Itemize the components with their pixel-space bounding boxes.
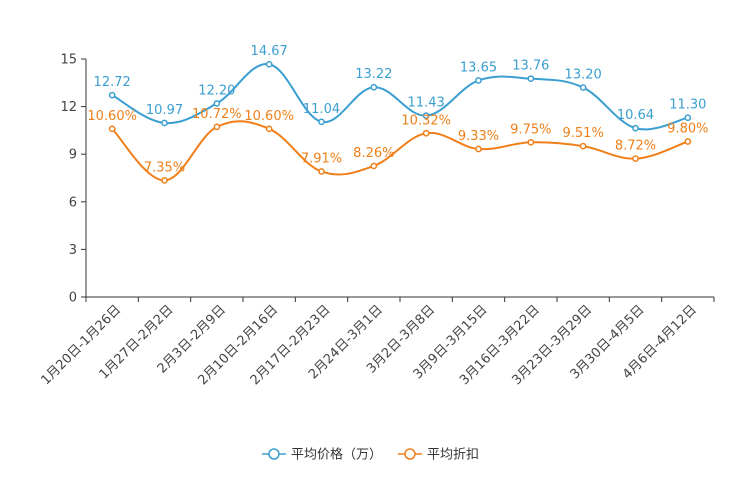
data-point bbox=[370, 162, 378, 170]
data-label: 13.22 bbox=[355, 67, 392, 82]
data-label: 10.64 bbox=[617, 108, 654, 123]
data-point bbox=[684, 114, 692, 122]
data-label: 8.26% bbox=[353, 146, 394, 161]
data-point bbox=[213, 123, 221, 131]
legend-label: 平均价格（万） bbox=[291, 447, 382, 463]
data-point bbox=[213, 100, 221, 107]
data-point bbox=[632, 124, 639, 132]
data-label: 12.72 bbox=[94, 75, 131, 90]
data-point bbox=[475, 77, 482, 84]
data-label: 9.33% bbox=[458, 129, 499, 144]
legend-item-1[interactable]: 平均折扣 bbox=[398, 448, 479, 463]
data-label: 9.80% bbox=[667, 122, 708, 137]
data-label: 9.75% bbox=[510, 122, 551, 137]
data-point bbox=[422, 129, 430, 137]
data-point bbox=[579, 142, 587, 150]
data-label: 9.51% bbox=[563, 126, 604, 141]
y-tick-label: 6 bbox=[69, 195, 77, 210]
data-point bbox=[527, 138, 535, 146]
data-label: 8.72% bbox=[615, 139, 656, 154]
data-point bbox=[265, 60, 273, 68]
data-label: 7.35% bbox=[144, 160, 185, 175]
data-label: 11.43 bbox=[408, 96, 445, 111]
y-tick-label: 9 bbox=[69, 148, 77, 163]
data-point bbox=[318, 118, 325, 126]
y-tick-label: 0 bbox=[69, 291, 77, 306]
data-point bbox=[422, 112, 430, 119]
data-point bbox=[318, 168, 325, 175]
data-label: 10.72% bbox=[192, 107, 242, 122]
data-label: 13.76 bbox=[512, 59, 549, 74]
data-point bbox=[161, 119, 168, 127]
data-point bbox=[684, 138, 692, 145]
legend-marker-icon bbox=[404, 448, 416, 460]
legend-item-0[interactable]: 平均价格（万） bbox=[262, 447, 382, 463]
data-label: 10.32% bbox=[401, 113, 451, 128]
data-label: 7.91% bbox=[301, 151, 342, 166]
data-label: 10.60% bbox=[244, 109, 294, 124]
data-label: 11.04 bbox=[303, 102, 340, 117]
data-point bbox=[370, 83, 378, 91]
data-label: 14.67 bbox=[251, 44, 288, 59]
axes: 036912151月20日-1月26日1月27日-2月2日2月3日-2月9日2月… bbox=[38, 53, 715, 388]
data-point bbox=[108, 125, 116, 133]
data-label: 13.20 bbox=[565, 68, 602, 83]
y-tick-label: 12 bbox=[60, 100, 77, 115]
y-tick-label: 15 bbox=[60, 53, 77, 68]
data-label: 12.20 bbox=[198, 83, 235, 98]
data-point bbox=[632, 155, 639, 162]
data-labels: 12.72 10.97 12.20 14.67 11.04 13.22 11.43 13.65… bbox=[87, 44, 708, 175]
legend-label: 平均折扣 bbox=[427, 448, 479, 463]
data-points bbox=[108, 60, 692, 184]
data-point bbox=[475, 145, 482, 153]
data-label: 13.65 bbox=[460, 60, 497, 75]
data-point bbox=[108, 91, 116, 99]
data-label: 11.30 bbox=[669, 98, 706, 113]
data-label: 10.60% bbox=[87, 109, 137, 124]
data-point bbox=[265, 125, 273, 133]
data-point bbox=[161, 177, 168, 184]
data-point bbox=[527, 75, 535, 83]
data-label: 10.97 bbox=[146, 103, 183, 118]
data-point bbox=[579, 84, 587, 91]
legend[interactable]: 平均价格（万） 平均折扣 bbox=[262, 447, 479, 463]
y-tick-label: 3 bbox=[69, 243, 77, 258]
legend-marker-icon bbox=[268, 448, 280, 460]
